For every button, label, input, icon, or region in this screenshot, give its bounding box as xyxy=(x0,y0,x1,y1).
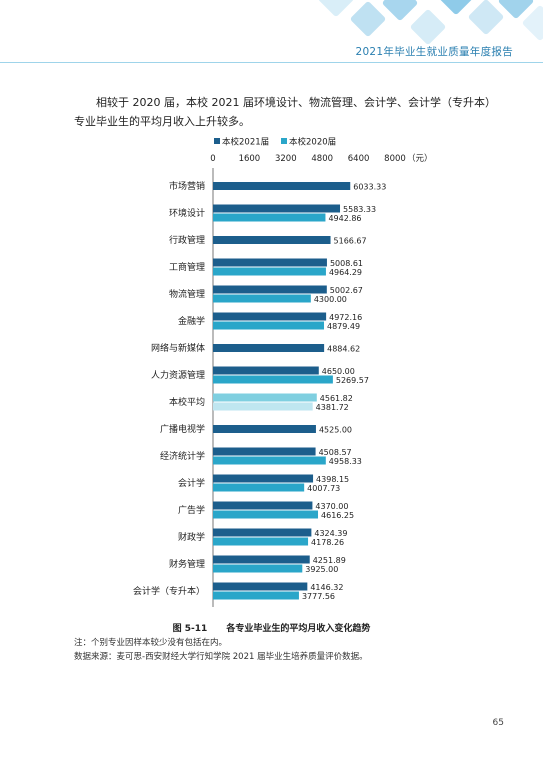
x-tick-label: 1600 xyxy=(239,154,261,164)
bar-2020 xyxy=(213,483,305,492)
bars xyxy=(213,182,351,600)
bar-2020 xyxy=(213,456,326,465)
bar-2021 xyxy=(213,344,325,352)
category-label: 经济统计学 xyxy=(160,450,205,462)
legend-label-0: 本校2021届 xyxy=(222,137,269,148)
note-data-source: 数据来源：麦可思-西安财经大学行知学院 2021 届毕业生培养质量评价数据。 xyxy=(74,652,368,662)
bar-value-label: 4650.00 xyxy=(322,367,355,376)
category-label: 会计学 xyxy=(178,477,205,489)
bar-2021 xyxy=(213,555,310,564)
bar-value-label: 5008.61 xyxy=(330,259,363,268)
bar-2020 xyxy=(213,267,326,276)
page-number: 65 xyxy=(492,718,504,728)
bar-value-label: 4561.82 xyxy=(320,394,353,403)
bar-2021 xyxy=(213,204,341,213)
bar-2020 xyxy=(213,375,333,384)
x-tick-label: 0 xyxy=(210,154,215,164)
note-sample: 注：个别专业因样本较少没有包括在内。 xyxy=(74,638,228,648)
bar-2020 xyxy=(213,564,303,573)
bar-2021 xyxy=(213,501,313,510)
category-label: 市场营销 xyxy=(169,180,205,192)
category-label: 网络与新媒体 xyxy=(151,342,205,354)
x-tick-label: 4800 xyxy=(311,154,333,164)
bar-2021 xyxy=(213,285,327,294)
category-label: 会计学（专升本） xyxy=(133,585,205,597)
bar-value-label: 4178.26 xyxy=(311,538,344,547)
bar-value-label: 5583.33 xyxy=(343,205,376,214)
bar-2021 xyxy=(213,447,316,456)
legend-swatch-0 xyxy=(214,138,220,144)
bar-2021 xyxy=(213,474,314,483)
category-label: 环境设计 xyxy=(169,207,205,219)
bar-2020 xyxy=(213,537,309,546)
bar-value-label: 3777.56 xyxy=(302,592,335,601)
bar-value-label: 5002.67 xyxy=(330,286,363,295)
category-label: 财政学 xyxy=(178,531,205,543)
bar-value-label: 4942.86 xyxy=(328,214,361,223)
bar-2021 xyxy=(213,182,351,190)
figure-caption: 图 5-11 各专业毕业生的平均月收入变化趋势 xyxy=(0,621,543,634)
bar-2020 xyxy=(213,510,319,519)
bar-value-label: 4007.73 xyxy=(307,484,340,493)
category-label: 金融学 xyxy=(178,315,205,327)
category-label: 本校平均 xyxy=(169,396,205,408)
bar-value-label: 4324.39 xyxy=(314,529,347,538)
bar-value-label: 4508.57 xyxy=(319,448,352,457)
category-label: 广告学 xyxy=(178,504,205,516)
bar-2021 xyxy=(213,366,319,375)
bar-value-label: 5269.57 xyxy=(336,376,369,385)
bar-value-label: 4381.72 xyxy=(316,403,349,412)
figure-caption-text: 各专业毕业生的平均月收入变化趋势 xyxy=(226,624,371,634)
bar-2021 xyxy=(213,425,316,433)
intro-paragraph: 相较于 2020 届，本校 2021 届环境设计、物流管理、会计学、会计学（专升… xyxy=(74,96,491,128)
x-tick-label: 6400 xyxy=(348,154,370,164)
x-tick-label: 3200 xyxy=(275,154,297,164)
category-label: 行政管理 xyxy=(169,234,205,246)
bar-value-label: 4958.33 xyxy=(329,457,362,466)
bar-2021 xyxy=(213,393,317,402)
category-label: 广播电视学 xyxy=(160,423,205,435)
bar-value-label: 6033.33 xyxy=(353,183,386,192)
x-axis-unit: （元） xyxy=(407,153,433,164)
bar-value-label: 4300.00 xyxy=(314,295,347,304)
header-divider xyxy=(0,62,543,63)
bar-value-label: 4251.89 xyxy=(313,556,346,565)
x-tick-label: 8000 xyxy=(384,154,406,164)
bar-value-label: 4616.25 xyxy=(321,511,354,520)
figure-number: 图 5-11 xyxy=(172,624,208,634)
bar-value-label: 4879.49 xyxy=(327,322,360,331)
bar-value-label: 4525.00 xyxy=(319,426,352,435)
bar-value-label: 4964.29 xyxy=(329,268,362,277)
bar-value-label: 4398.15 xyxy=(316,475,349,484)
category-labels: 市场营销环境设计行政管理工商管理物流管理金融学网络与新媒体人力资源管理本校平均广… xyxy=(133,180,205,597)
bar-value-label: 4972.16 xyxy=(329,313,362,322)
bar-value-label: 5166.67 xyxy=(334,237,367,246)
legend-swatch-1 xyxy=(281,138,287,144)
bar-2020 xyxy=(213,321,325,330)
category-label: 财务管理 xyxy=(169,558,205,570)
bar-2021 xyxy=(213,312,327,321)
bar-value-label: 4370.00 xyxy=(315,502,348,511)
bar-2021 xyxy=(213,258,327,267)
bar-2020 xyxy=(213,591,299,600)
category-label: 人力资源管理 xyxy=(151,369,205,381)
category-label: 物流管理 xyxy=(169,288,205,300)
bar-2021 xyxy=(213,582,308,591)
bar-2021 xyxy=(213,236,331,244)
bar-2021 xyxy=(213,528,312,537)
bar-2020 xyxy=(213,213,326,222)
chart-legend: 本校2021届 本校2020届 xyxy=(214,137,336,148)
bar-value-label: 4884.62 xyxy=(327,345,360,354)
category-label: 工商管理 xyxy=(169,261,205,273)
report-header-title: 2021年毕业生就业质量年度报告 xyxy=(355,46,513,58)
legend-label-1: 本校2020届 xyxy=(289,137,336,148)
bar-2020 xyxy=(213,294,311,303)
bar-2020 xyxy=(213,402,313,411)
bar-value-label: 3925.00 xyxy=(305,565,338,574)
bar-value-label: 4146.32 xyxy=(310,583,343,592)
